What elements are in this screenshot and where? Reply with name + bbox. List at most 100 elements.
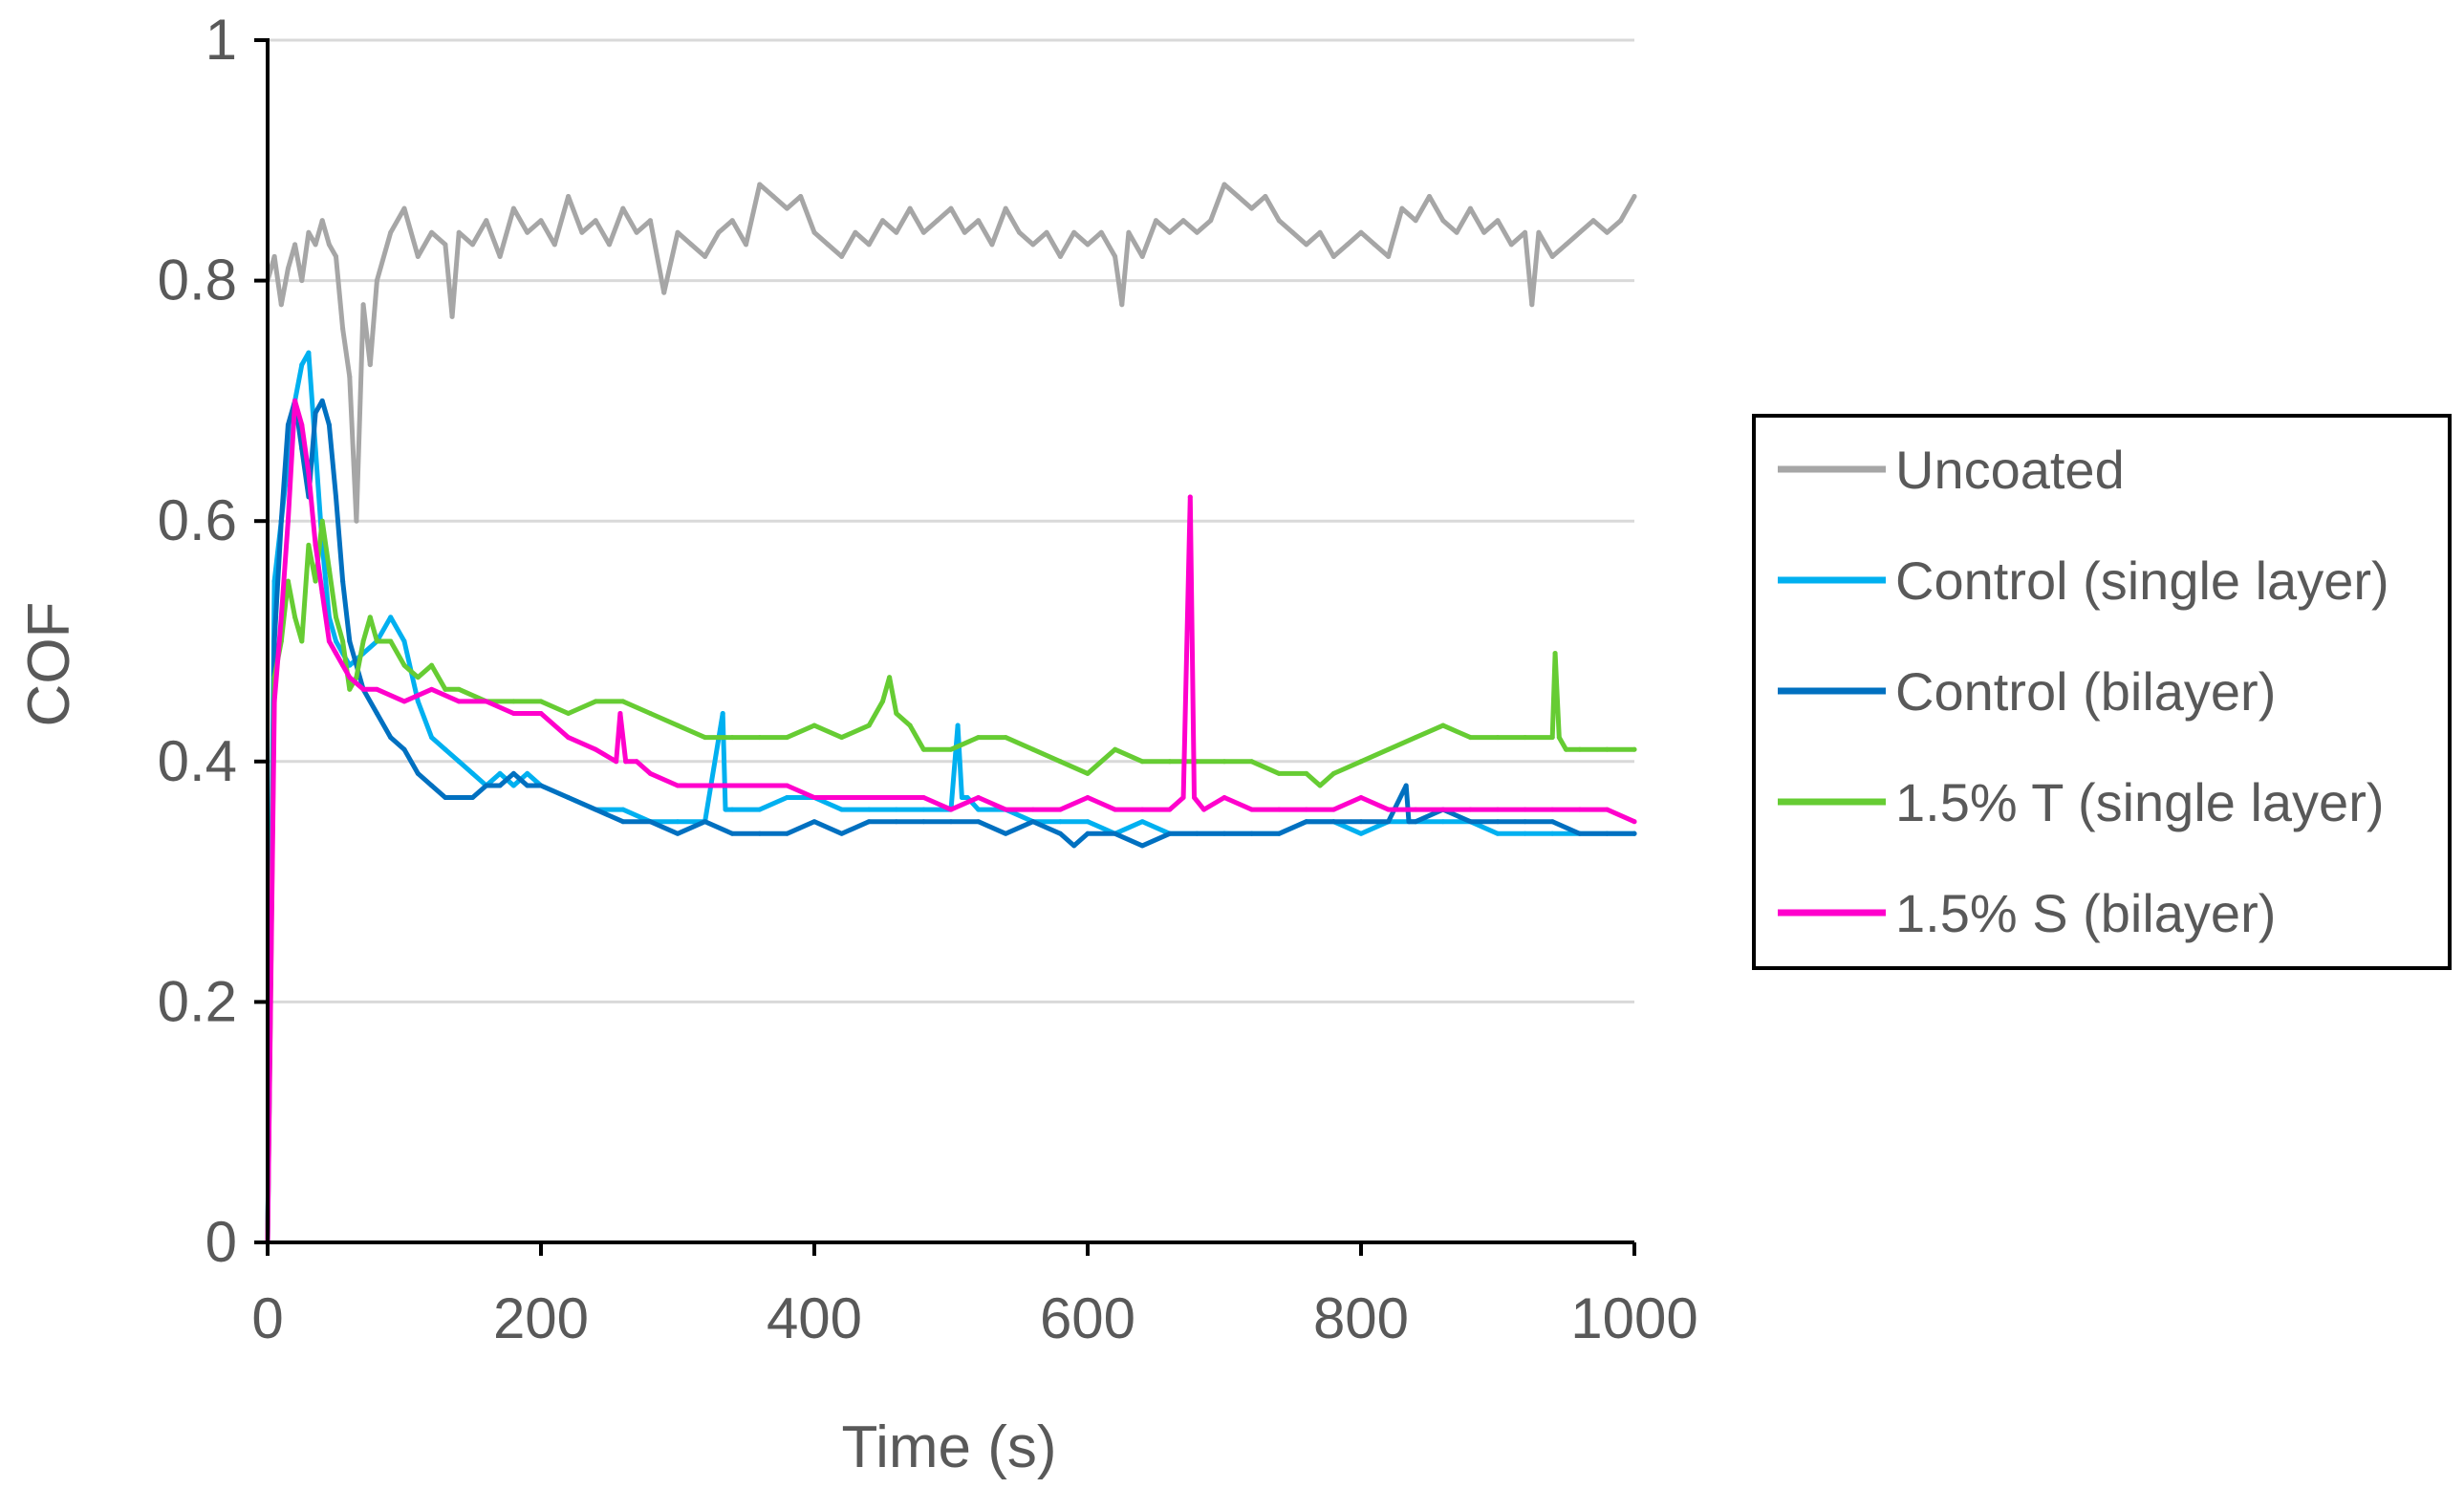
series-3-point-65 <box>1523 735 1528 741</box>
series-2-point-51 <box>1194 830 1200 836</box>
series-2-point-67 <box>1577 830 1583 836</box>
series-4-point-62 <box>1523 807 1528 812</box>
series-3-point-57 <box>1317 783 1323 788</box>
series-1-point-35 <box>729 807 735 812</box>
series-0-point-78 <box>1194 229 1200 235</box>
series-0-point-91 <box>1372 242 1377 248</box>
series-0-point-111 <box>1632 194 1637 200</box>
series-0-point-26 <box>497 253 503 259</box>
series-2-point-44 <box>1030 819 1036 825</box>
series-0-point-67 <box>1057 253 1063 259</box>
series-0-point-57 <box>920 229 926 235</box>
series-3-point-11 <box>340 638 346 644</box>
series-3-point-33 <box>757 735 763 741</box>
series-3-point-51 <box>1167 759 1173 765</box>
series-0-point-11 <box>340 326 346 332</box>
series-4-point-61 <box>1495 807 1501 812</box>
series-0-point-32 <box>579 229 585 235</box>
series-1-point-37 <box>784 795 789 801</box>
series-2-point-47 <box>1085 830 1091 836</box>
series-0-point-16 <box>374 278 379 284</box>
series-0-point-55 <box>894 229 899 235</box>
series-3-point-15 <box>367 615 373 620</box>
series-line-0 <box>265 182 1637 524</box>
series-4-point-44 <box>1113 807 1118 812</box>
series-4-point-64 <box>1577 807 1583 812</box>
series-4-point-39 <box>976 795 982 801</box>
series-3-point-8 <box>319 518 325 524</box>
series-4-point-40 <box>1003 807 1008 812</box>
series-1-point-50 <box>1057 819 1063 825</box>
series-2-point-7 <box>313 410 318 416</box>
series-2-point-2 <box>278 518 284 524</box>
series-1-point-41 <box>894 807 899 812</box>
series-1-point-40 <box>866 807 872 812</box>
legend-label-2: Control (bilayer) <box>1895 661 2276 722</box>
series-2-point-10 <box>334 494 338 500</box>
series-3-point-62 <box>1440 723 1446 728</box>
series-0-point-110 <box>1618 218 1624 224</box>
series-0-point-29 <box>538 218 544 224</box>
series-4-point-20 <box>538 710 544 716</box>
series-0-point-13 <box>354 518 359 524</box>
series-0-point-28 <box>525 229 530 235</box>
series-1-point-66 <box>1495 830 1501 836</box>
series-0-point-88 <box>1330 253 1336 259</box>
series-2-point-55 <box>1304 819 1309 825</box>
series-3-point-69 <box>1564 746 1568 752</box>
series-2-point-30 <box>647 819 653 825</box>
series-0-point-46 <box>770 194 776 200</box>
series-0-point-84 <box>1276 218 1282 224</box>
series-4-point-3 <box>285 518 291 524</box>
series-0-point-92 <box>1386 253 1392 259</box>
series-0-point-104 <box>1536 229 1542 235</box>
series-3-point-19 <box>415 675 421 680</box>
series-0-point-42 <box>716 229 722 235</box>
y-tick-label-3: 0.6 <box>158 488 237 552</box>
series-0-point-108 <box>1590 218 1596 224</box>
series-1-point-5 <box>299 362 305 368</box>
series-4-point-4 <box>292 398 298 403</box>
series-2-point-32 <box>702 819 708 825</box>
series-0-point-73 <box>1126 229 1132 235</box>
series-0-point-18 <box>401 205 407 211</box>
series-0-point-89 <box>1345 242 1351 248</box>
series-2-point-36 <box>811 819 817 825</box>
series-0-point-48 <box>798 194 804 200</box>
series-1-point-15 <box>388 615 394 620</box>
series-2-point-15 <box>388 735 394 741</box>
series-4-point-29 <box>702 783 708 788</box>
series-2-point-37 <box>839 830 845 836</box>
series-0-point-51 <box>839 253 845 259</box>
series-1-point-67 <box>1523 830 1528 836</box>
series-4-point-15 <box>401 699 407 704</box>
series-1-point-36 <box>757 807 763 812</box>
series-4-point-50 <box>1201 807 1207 812</box>
series-3-point-50 <box>1139 759 1145 765</box>
series-0-point-3 <box>285 266 291 271</box>
series-0-point-90 <box>1358 229 1364 235</box>
series-0-point-68 <box>1071 229 1077 235</box>
series-4-point-24 <box>617 710 623 716</box>
series-0-point-17 <box>388 229 394 235</box>
series-1-point-16 <box>401 638 407 644</box>
series-0-point-43 <box>729 218 735 224</box>
series-2-point-27 <box>566 795 572 801</box>
series-0-point-63 <box>1003 205 1008 211</box>
series-3-point-7 <box>313 578 318 584</box>
series-3-point-49 <box>1113 746 1118 752</box>
series-0-point-87 <box>1317 229 1323 235</box>
series-3-point-32 <box>729 735 735 741</box>
series-4-point-1 <box>271 699 277 704</box>
series-1-point-68 <box>1549 830 1555 836</box>
series-3-point-66 <box>1549 735 1555 741</box>
series-2-point-41 <box>948 819 954 825</box>
series-4-point-16 <box>429 686 435 692</box>
series-0-point-34 <box>607 242 612 248</box>
series-4-point-30 <box>729 783 735 788</box>
series-4-point-2 <box>278 615 284 620</box>
series-3-point-16 <box>374 638 379 644</box>
series-2-point-29 <box>620 819 626 825</box>
series-2-point-23 <box>497 783 503 788</box>
series-2-point-24 <box>510 770 516 776</box>
